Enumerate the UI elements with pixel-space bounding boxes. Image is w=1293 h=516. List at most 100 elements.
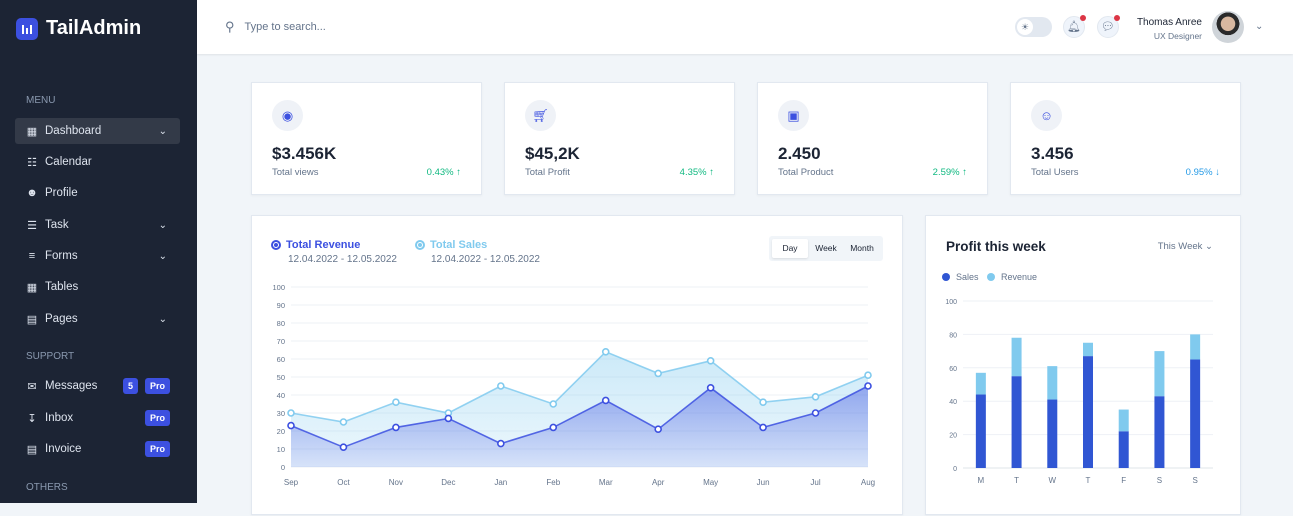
bar-revenue: [1011, 337, 1022, 377]
stat-card: 🛒︎ $45,2K Total Profit 4.35% ↑: [504, 82, 735, 195]
revenue-chart-card: Total Revenue 12.04.2022 - 12.05.2022 To…: [251, 215, 903, 515]
stat-label: Total views: [272, 167, 319, 178]
chevron-down-icon: ⌄: [158, 125, 167, 137]
arrow-up-icon: ↑: [709, 167, 714, 178]
sidebar-item-pages[interactable]: ▤ Pages ⌄: [15, 306, 180, 332]
messages-button[interactable]: 💬︎: [1097, 15, 1120, 38]
pro-badge: Pro: [145, 378, 171, 394]
stat-label: Total Profit: [525, 167, 570, 178]
y-tick-label: 0: [281, 463, 285, 472]
x-tick-label: Sep: [284, 478, 299, 487]
period-month[interactable]: Month: [850, 243, 874, 253]
data-point: [549, 423, 558, 432]
sidebar-item-calendar[interactable]: ☷ Calendar: [15, 149, 180, 175]
user-name[interactable]: Thomas Anree: [1136, 17, 1202, 28]
bar-revenue: [1118, 409, 1129, 432]
sidebar-item-tables[interactable]: ▦ Tables: [15, 274, 180, 300]
x-tick-label: S: [1192, 476, 1197, 485]
data-point: [654, 425, 662, 433]
sidebar: TailAdmin MENU SUPPORT OTHERS ▦ Dashboar…: [0, 0, 197, 503]
y-tick-label: 70: [277, 337, 285, 346]
bar-revenue: [1190, 334, 1201, 360]
avatar[interactable]: [1212, 11, 1244, 43]
sidebar-item-messages[interactable]: ✉ Messages 5 Pro: [15, 373, 180, 399]
legend-dot-icon: [415, 240, 425, 250]
period-week[interactable]: Week: [815, 243, 837, 253]
inbox-icon: ↧: [27, 412, 37, 425]
user-role: UX Designer: [1153, 31, 1202, 41]
chevron-down-icon[interactable]: ⌄: [1255, 21, 1264, 32]
sidebar-item-profile[interactable]: ☻ Profile: [15, 180, 180, 206]
pages-icon: ▤: [26, 313, 38, 326]
data-point: [706, 357, 715, 365]
search-input[interactable]: ⚲ Type to search...: [225, 19, 326, 35]
data-point: [339, 443, 348, 451]
users-icon: ☺: [1031, 100, 1062, 131]
data-point: [392, 398, 400, 406]
section-menu: MENU: [26, 95, 56, 106]
logo[interactable]: TailAdmin: [16, 17, 141, 40]
chat-icon: 💬︎: [1101, 21, 1115, 33]
bar-sales: [1154, 396, 1165, 468]
data-point: [864, 371, 872, 379]
sidebar-item-dashboard[interactable]: ▦ Dashboard ⌄: [15, 118, 180, 144]
sidebar-item-forms[interactable]: ≡ Forms ⌄: [15, 243, 180, 269]
bar-sales: [1190, 359, 1201, 468]
chevron-down-icon: ⌄: [1205, 241, 1213, 252]
sidebar-item-label: Messages: [45, 380, 98, 392]
stat-card: ☺ 3.456 Total Users 0.95% ↓: [1010, 82, 1241, 195]
stat-value: $3.456K: [272, 144, 337, 163]
arrow-up-icon: ↑: [456, 167, 461, 178]
sidebar-item-label: Profile: [45, 187, 78, 199]
bar-revenue: [1083, 342, 1093, 357]
data-point: [811, 409, 820, 417]
legend-total-sales[interactable]: Total Sales: [415, 239, 487, 251]
notifications-button[interactable]: 🔔︎: [1063, 15, 1086, 38]
week-filter-select[interactable]: This Week ⌄: [1158, 241, 1213, 252]
x-tick-label: Jan: [494, 478, 507, 487]
legend-label-revenue: Revenue: [1001, 272, 1037, 282]
stat-change-value: 2.59%: [932, 167, 960, 178]
legend-dot-revenue: [987, 273, 995, 281]
sidebar-item-task[interactable]: ☰ Task ⌄: [15, 212, 180, 238]
legend-label-sales: Sales: [956, 272, 979, 282]
sun-icon: ☀: [1017, 19, 1033, 35]
dark-mode-toggle[interactable]: ☀: [1015, 17, 1052, 37]
stat-change-value: 0.43%: [426, 167, 454, 178]
y-tick-label: 40: [277, 391, 285, 400]
y-tick-label: 100: [945, 299, 957, 306]
sidebar-item-label: Dashboard: [45, 125, 102, 137]
legend-total-revenue[interactable]: Total Revenue: [271, 239, 360, 251]
bar-revenue: [1154, 351, 1165, 397]
logo-icon: [16, 17, 38, 40]
sidebar-item-invoice[interactable]: ▤ Invoice Pro: [15, 436, 180, 462]
list-icon: ☰: [27, 219, 37, 232]
table-icon: ▦: [26, 281, 38, 294]
sidebar-item-inbox[interactable]: ↧ Inbox Pro: [15, 405, 180, 431]
y-tick-label: 100: [272, 283, 285, 292]
stat-card: ◉ $3.456K Total views 0.43% ↑: [251, 82, 482, 195]
x-tick-label: Oct: [337, 478, 350, 487]
data-point: [601, 396, 610, 405]
bar-revenue: [975, 372, 986, 395]
data-point: [497, 439, 505, 448]
bar-revenue: [1047, 366, 1058, 400]
x-tick-label: M: [978, 476, 985, 485]
y-tick-label: 60: [949, 366, 957, 373]
legend-label: Total Revenue: [286, 239, 361, 251]
period-day[interactable]: Day: [772, 239, 808, 258]
data-point: [392, 423, 400, 432]
header: ⚲ Type to search... ☀ 🔔︎ 💬︎ Thomas Anree…: [197, 0, 1293, 54]
data-point: [811, 393, 820, 401]
stat-label: Total Product: [778, 167, 834, 178]
sidebar-item-label: Tables: [45, 281, 79, 293]
stat-change: 0.43% ↑: [427, 167, 461, 178]
bar-sales: [1083, 356, 1093, 468]
revenue-area-chart: 0 10 20 30 40 50 60 70 80 90 100 Sep Oct Nov Dec Jan Feb…: [272, 283, 875, 487]
count-badge: 5: [123, 378, 139, 394]
line-total-revenue: [290, 385, 869, 449]
y-tick-label: 80: [949, 332, 957, 339]
forms-icon: ≡: [28, 250, 36, 262]
y-tick-label: 50: [277, 373, 285, 382]
sidebar-item-label: Calendar: [45, 156, 92, 168]
